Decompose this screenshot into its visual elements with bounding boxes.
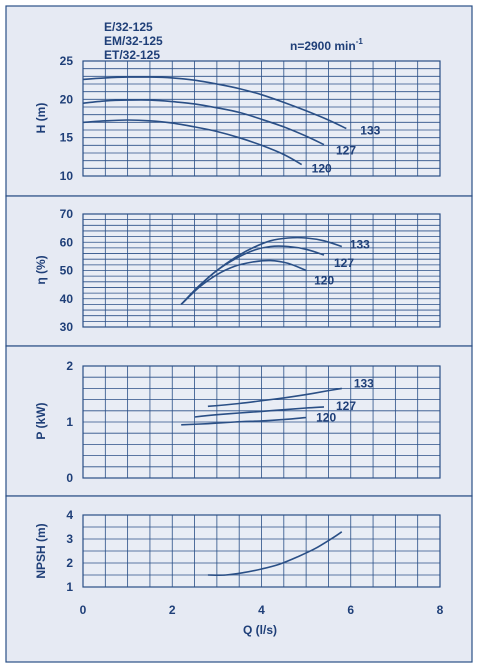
power-curve-label-120: 120 [316,411,336,425]
head-y-tick-label: 25 [60,54,74,68]
x-tick-label: 4 [258,603,265,617]
x-tick-label: 2 [169,603,176,617]
efficiency-curve-label-133: 133 [350,237,370,251]
head-curve-133 [82,76,347,130]
speed-text: n=2900 min [290,39,356,53]
npsh-y-tick-label: 2 [66,556,73,570]
head-curve-label-127: 127 [336,144,356,158]
power-y-tick-label: 2 [66,359,73,373]
model-name-3: ET/32-125 [104,48,160,62]
head-y-tick-label: 20 [60,92,74,106]
efficiency-curve-120 [180,259,307,305]
head-curve-label-120: 120 [312,162,332,176]
head-y-axis-title: H (m) [34,103,48,134]
efficiency-curve-label-120: 120 [314,274,334,288]
model-name-1: E/32-125 [104,20,153,34]
efficiency-y-tick-label: 40 [60,292,74,306]
power-y-tick-label: 1 [66,415,73,429]
npsh-y-tick-label: 3 [66,532,73,546]
power-y-tick-label: 0 [66,471,73,485]
npsh-curve-curve [207,531,343,576]
power-curve-127 [194,406,325,418]
model-name-2: EM/32-125 [104,34,163,48]
head-y-tick-label: 15 [60,131,74,145]
efficiency-y-axis-title: η (%) [34,255,48,284]
efficiency-y-tick-label: 50 [60,264,74,278]
efficiency-curve-127 [180,245,325,305]
head-plot: 10 15 20 25 H (m) 133 127 120 [34,54,441,183]
head-curve-120 [82,119,303,166]
head-curve-label-133: 133 [360,123,380,137]
npsh-y-axis-title: NPSH (m) [34,523,48,578]
efficiency-y-tick-label: 30 [60,320,74,334]
speed-exponent: -1 [356,37,364,46]
x-tick-label: 0 [80,603,87,617]
power-curve-120 [181,416,307,426]
x-tick-label: 6 [347,603,354,617]
npsh-y-tick-label: 4 [66,508,73,522]
efficiency-y-tick-label: 60 [60,235,74,249]
npsh-y-tick-label: 1 [66,580,73,594]
speed-label: n=2900 min-1 [290,37,363,53]
power-y-axis-title: P (kW) [34,402,48,439]
x-tick-label: 8 [437,603,444,617]
efficiency-curve-label-127: 127 [334,256,354,270]
head-curve-127 [82,99,325,146]
x-axis-title: Q (l/s) [243,623,277,637]
efficiency-y-tick-label: 70 [60,207,74,221]
npsh-plot: 1 2 3 4 NPSH (m) 0 2 4 6 8 [34,508,444,617]
power-curve-label-133: 133 [354,376,374,390]
power-curve-133 [207,387,342,408]
power-curve-label-127: 127 [336,399,356,413]
head-y-tick-label: 10 [60,169,74,183]
